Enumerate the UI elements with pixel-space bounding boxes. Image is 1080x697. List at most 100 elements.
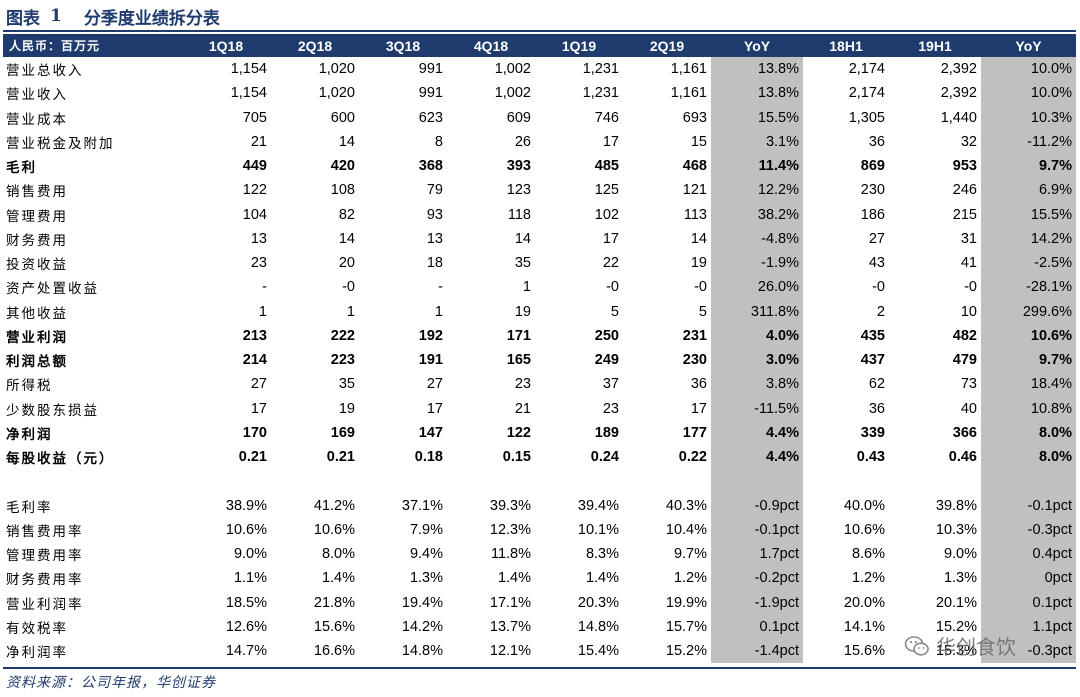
value-cell: 19.9% (665, 594, 707, 611)
value-cell: 1,231 (582, 85, 619, 102)
value-cell: 123 (506, 182, 531, 199)
value-cell: 15.6% (843, 643, 885, 660)
value-cell: 15.7% (665, 618, 707, 635)
value-cell: 231 (682, 327, 707, 344)
value-cell: 1.3% (943, 570, 977, 587)
value-cell: 170 (242, 424, 267, 441)
yoy-cell: 4.4% (711, 420, 803, 445)
table-row: 利润总额 214 223 191 165 249 230 3.0% 437 479 9.7% (3, 348, 1076, 373)
table-row: 营业总收入 1,154 1,020 991 1,002 1,231 1,161 13.8% 2,… (3, 57, 1076, 82)
value-cell: 15 (690, 133, 707, 150)
yoy-cell: 15.5% (711, 105, 803, 130)
table-row: 所得税 27 35 27 23 37 36 3.8% 62 73 18.4% (3, 372, 1076, 397)
value-cell: 17 (250, 400, 267, 417)
row-label: 少数股东损益 (6, 402, 99, 419)
value-cell: 479 (952, 352, 977, 369)
value-cell: 213 (242, 327, 267, 344)
value-cell (889, 469, 981, 493)
value-cell: 468 (682, 158, 707, 175)
table-row: 营业利润率 18.5% 21.8% 19.4% 17.1% 20.3% 19.9% -1.9p… (3, 590, 1076, 615)
watermark: 华创食饮 (904, 631, 1016, 660)
value-cell: 186 (860, 206, 885, 223)
row-label: 其他收益 (6, 305, 68, 322)
value-cell (359, 469, 447, 493)
value-cell: 8.3% (585, 546, 619, 563)
value-cell: 189 (594, 424, 619, 441)
value-cell: 14 (514, 230, 531, 247)
value-cell: - (262, 279, 267, 296)
row-label: 每股收益（元） (6, 451, 115, 468)
value-cell: 17 (602, 230, 619, 247)
value-cell: 23 (602, 400, 619, 417)
value-cell: 14.7% (225, 643, 267, 660)
value-cell: 13.7% (489, 618, 531, 635)
value-cell (803, 469, 889, 493)
yoy-cell: 1.1pct (981, 614, 1076, 639)
row-label (3, 469, 181, 493)
value-cell: 27 (868, 230, 885, 247)
value-cell: 31 (960, 230, 977, 247)
value-cell: 17 (690, 400, 707, 417)
row-label: 营业利润率 (6, 596, 84, 613)
value-cell: 15.4% (577, 643, 619, 660)
row-label: 营业收入 (6, 87, 68, 104)
table-row: 财务费用率 1.1% 1.4% 1.3% 1.4% 1.4% 1.2% -0.2pct 1.2%… (3, 566, 1076, 591)
value-cell: 177 (682, 424, 707, 441)
value-cell: 14.8% (401, 643, 443, 660)
value-cell: 8.6% (851, 546, 885, 563)
value-cell: 26 (514, 133, 531, 150)
value-cell: 10.3% (935, 521, 977, 538)
value-cell: 39.8% (935, 497, 977, 514)
value-cell: 1.4% (585, 570, 619, 587)
column-header: 1Q19 (561, 37, 597, 54)
row-label: 所得税 (6, 378, 53, 395)
yoy-cell: 1.7pct (711, 542, 803, 567)
value-cell: 15.2% (665, 643, 707, 660)
header-unit: 人民币：百万元 (9, 39, 101, 53)
value-cell: 122 (506, 424, 531, 441)
value-cell: 14 (690, 230, 707, 247)
value-cell: 246 (952, 182, 977, 199)
value-cell: 22 (602, 255, 619, 272)
value-cell: 0.22 (678, 449, 707, 466)
row-label: 净利润率 (6, 645, 68, 662)
value-cell: 482 (952, 327, 977, 344)
yoy-cell: 3.0% (711, 348, 803, 373)
value-cell: 991 (418, 85, 443, 102)
value-cell: 23 (514, 376, 531, 393)
value-cell: 191 (418, 352, 443, 369)
yoy-cell: 0pct (981, 566, 1076, 591)
value-cell: 8.0% (321, 546, 355, 563)
value-cell: 14.1% (843, 618, 885, 635)
value-cell: -0 (342, 279, 355, 296)
value-cell: 118 (507, 206, 531, 223)
value-cell: 23 (250, 255, 267, 272)
value-cell: 11.8% (490, 546, 531, 563)
figure-title-text: 分季度业绩拆分表 (83, 8, 220, 29)
value-cell: 121 (682, 182, 707, 199)
yoy-cell: -0.9pct (711, 493, 803, 518)
table-row: 净利润率 14.7% 16.6% 14.8% 12.1% 15.4% 15.2% -1.4pc… (3, 639, 1076, 664)
value-cell: 37 (602, 376, 619, 393)
value-cell: 122 (242, 182, 267, 199)
value-cell: 40 (960, 400, 977, 417)
value-cell: 35 (514, 255, 531, 272)
value-cell: 39.3% (489, 497, 531, 514)
yoy-cell: 13.8% (711, 57, 803, 82)
value-cell: 21 (250, 133, 267, 150)
value-cell: 0.15 (502, 449, 531, 466)
value-cell: 21 (514, 400, 531, 417)
value-cell: 10.1% (577, 521, 619, 538)
value-cell: 10 (960, 303, 977, 320)
yoy-cell: -28.1% (981, 275, 1076, 300)
value-cell: 1,154 (230, 61, 267, 78)
value-cell: 0.21 (326, 449, 355, 466)
table-header-row: 人民币：百万元 1Q18 2Q18 3Q18 4Q18 1Q19 2Q19 YoY 18H1 19… (3, 34, 1076, 57)
value-cell: 41.2% (313, 497, 355, 514)
value-cell: 1.3% (409, 570, 443, 587)
value-cell: 19.4% (401, 594, 443, 611)
column-header: YoY (743, 37, 771, 54)
yoy-cell: 0.4pct (981, 542, 1076, 567)
row-label: 利润总额 (6, 354, 68, 371)
value-cell: 19 (514, 303, 531, 320)
